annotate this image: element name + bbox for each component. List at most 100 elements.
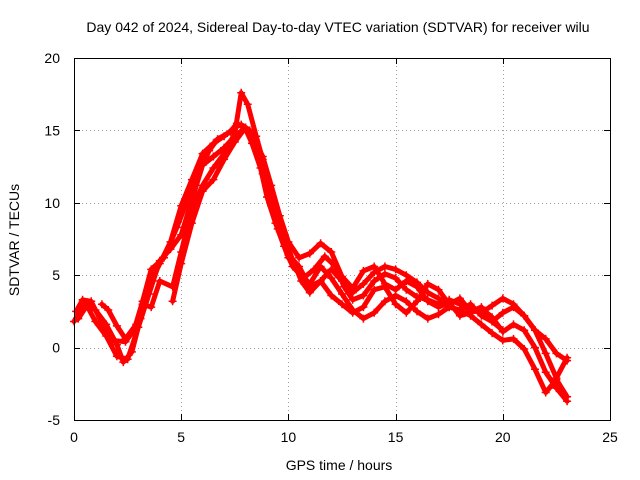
- data-point: [327, 291, 336, 300]
- data-point: [391, 274, 400, 283]
- data-point: [466, 300, 475, 309]
- data-point: [102, 332, 111, 340]
- data-point: [338, 300, 346, 309]
- data-point: [359, 303, 368, 312]
- data-point: [327, 265, 336, 274]
- data-point: [488, 317, 497, 326]
- data-point: [168, 297, 177, 306]
- data-point: [359, 314, 368, 323]
- data-point: [413, 297, 421, 306]
- grid: [74, 58, 610, 420]
- series-track-2: [72, 119, 572, 382]
- data-point: [147, 303, 156, 312]
- data-point: [132, 320, 141, 329]
- series-line: [99, 90, 570, 364]
- data-point: [82, 301, 91, 310]
- data-point: [370, 268, 379, 277]
- data-point: [138, 300, 147, 309]
- data-point: [123, 355, 132, 364]
- data-point: [423, 279, 432, 288]
- data-point: [477, 320, 486, 329]
- y-tick-label: 15: [44, 122, 60, 138]
- data-point: [520, 326, 529, 335]
- data-point: [166, 245, 175, 254]
- data-point: [327, 274, 336, 283]
- data-point: [112, 321, 121, 330]
- data-point: [509, 303, 518, 312]
- data-point: [498, 308, 507, 317]
- data-point: [348, 295, 357, 304]
- data-point: [455, 306, 464, 314]
- y-tick-label: 5: [52, 267, 60, 283]
- data-point: [327, 248, 336, 256]
- data-point: [87, 297, 96, 306]
- data-point: [205, 146, 214, 155]
- data-point: [531, 365, 539, 374]
- data-point: [213, 135, 222, 144]
- data-point: [305, 249, 314, 258]
- data-point: [434, 294, 443, 303]
- data-point: [445, 300, 454, 309]
- data-point: [177, 259, 186, 268]
- y-tick-label: -5: [48, 412, 61, 428]
- data-point: [552, 374, 561, 382]
- data-point: [198, 161, 207, 170]
- data-point: [531, 343, 539, 352]
- data-point: [91, 317, 100, 326]
- data-point: [310, 265, 319, 274]
- data-point: [243, 100, 252, 109]
- data-point: [477, 311, 486, 320]
- data-point: [316, 239, 325, 248]
- data-point: [348, 288, 357, 297]
- x-tick-label: 0: [70, 429, 78, 445]
- data-point: [541, 388, 550, 397]
- data-point: [477, 303, 486, 312]
- data-point: [563, 397, 572, 406]
- data-point: [434, 303, 443, 312]
- data-point: [78, 295, 87, 304]
- data-point: [466, 307, 475, 316]
- data-point: [380, 297, 389, 306]
- data-point: [434, 310, 443, 319]
- data-point: [402, 308, 411, 317]
- series-line: [170, 125, 506, 333]
- data-point: [359, 279, 368, 288]
- data-point: [172, 223, 181, 232]
- data-point: [402, 297, 411, 306]
- data-point: [273, 213, 282, 222]
- data-point: [423, 314, 432, 323]
- data-point: [97, 300, 106, 309]
- y-tick-label: 20: [44, 50, 60, 66]
- data-point: [380, 282, 389, 291]
- data-point: [209, 164, 218, 172]
- data-point: [297, 277, 306, 285]
- data-point: [230, 129, 239, 138]
- data-point: [563, 356, 572, 365]
- data-point: [370, 277, 379, 285]
- data-point: [541, 368, 550, 377]
- series-line: [75, 125, 570, 404]
- data-point: [541, 349, 550, 358]
- data-point: [413, 307, 421, 316]
- data-point: [370, 308, 379, 317]
- data-point: [72, 307, 81, 316]
- x-tick-label: 20: [495, 429, 511, 445]
- data-point: [198, 187, 207, 196]
- data-point: [263, 172, 271, 181]
- data-point: [423, 297, 432, 306]
- x-tick-label: 25: [602, 429, 618, 445]
- data-point: [284, 245, 293, 254]
- series-track-3: [74, 123, 572, 406]
- data-point: [145, 290, 153, 298]
- data-point: [121, 334, 130, 343]
- data-point: [230, 138, 239, 146]
- data-point: [434, 285, 443, 294]
- data-point: [305, 288, 314, 297]
- data-point: [237, 88, 246, 97]
- data-point: [552, 349, 561, 358]
- data-point: [552, 384, 561, 393]
- chart-title: Day 042 of 2024, Sidereal Day-to-day VTE…: [86, 19, 589, 35]
- series-track-5: [168, 123, 507, 335]
- data-point: [520, 345, 529, 353]
- data-point: [380, 269, 389, 278]
